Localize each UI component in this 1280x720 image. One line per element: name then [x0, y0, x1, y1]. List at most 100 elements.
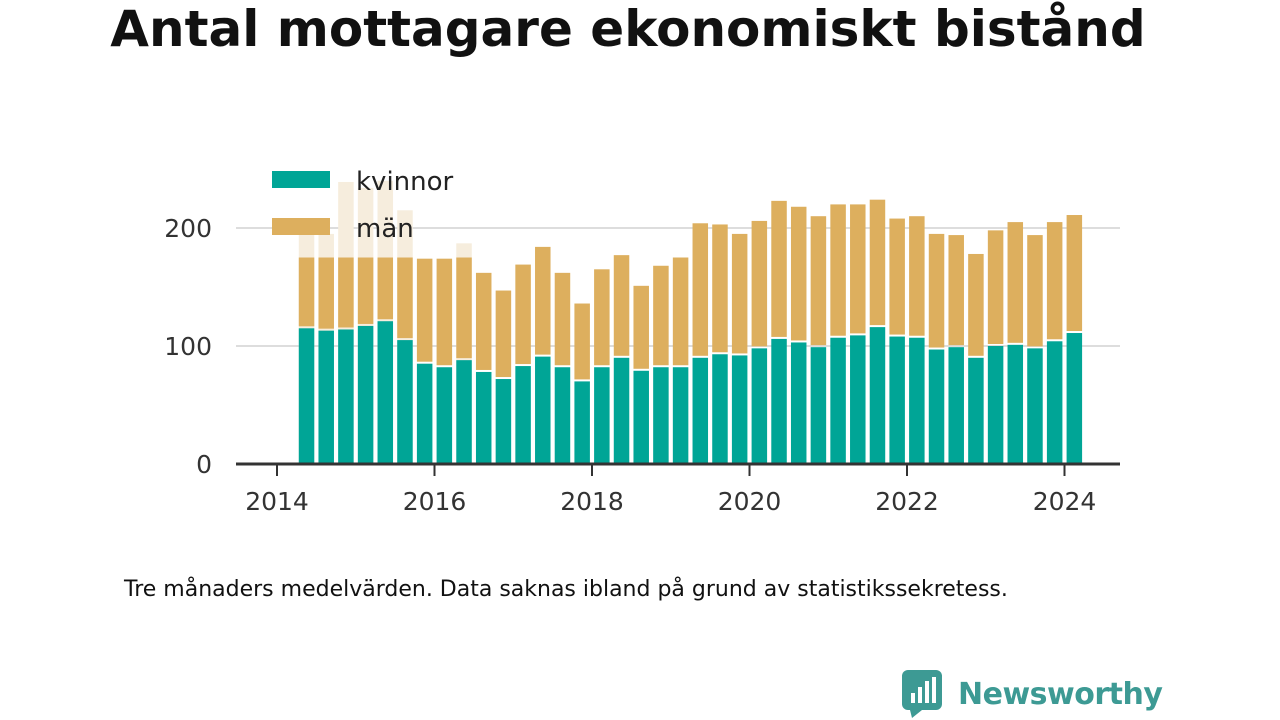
bar-man	[869, 199, 886, 326]
bar-kvinnor	[850, 335, 866, 464]
bar-kvinnor	[298, 328, 315, 464]
bar-kvinnor	[889, 336, 905, 464]
bar-kvinnor	[535, 356, 551, 464]
x-tick-label: 2014	[245, 487, 309, 516]
bar-man	[1027, 235, 1043, 347]
bar-man	[1007, 222, 1024, 343]
bar-man	[653, 265, 669, 366]
bar-man	[889, 218, 905, 335]
bar-man	[909, 216, 925, 336]
y-tick-label: 100	[164, 332, 212, 361]
bar-man	[318, 257, 334, 329]
x-tick-label: 2018	[560, 487, 624, 516]
bar-man	[712, 224, 728, 353]
bar-man	[771, 200, 787, 337]
bar-man	[554, 272, 571, 366]
bar-man	[475, 272, 492, 370]
bar-man	[830, 204, 846, 336]
bar-kvinnor	[456, 360, 472, 464]
bar-kvinnor	[790, 342, 807, 464]
bar-man	[751, 220, 768, 347]
bar-man	[594, 269, 610, 366]
bar-man	[968, 253, 984, 356]
bar-kvinnor	[771, 338, 787, 464]
bar-man	[416, 258, 433, 362]
bar-man	[456, 257, 472, 359]
bar-kvinnor	[574, 381, 590, 464]
bar-kvinnor	[416, 363, 433, 464]
bar-man	[535, 246, 551, 355]
bar-man	[613, 255, 630, 356]
bar-man	[338, 257, 354, 328]
bar-kvinnor	[987, 346, 1004, 464]
bar-man	[377, 257, 394, 320]
bar-kvinnor	[436, 367, 453, 464]
bars	[298, 199, 1083, 464]
bar-kvinnor	[554, 367, 571, 464]
bar-kvinnor	[751, 348, 768, 464]
x-tick-label: 2024	[1033, 487, 1097, 516]
newsworthy-logo-icon	[902, 670, 942, 718]
bar-kvinnor	[672, 367, 689, 464]
bar-kvinnor	[731, 355, 748, 464]
bar-man	[495, 290, 512, 378]
bar-man	[810, 216, 827, 346]
chart-title: Antal mottagare ekonomiskt bistånd	[110, 0, 1146, 58]
bar-kvinnor	[869, 327, 886, 464]
bar-man	[672, 257, 689, 366]
bar-kvinnor	[692, 357, 709, 464]
bar-kvinnor	[928, 349, 945, 464]
bar-kvinnor	[515, 366, 531, 464]
footnote: Tre månaders medelvärden. Data saknas ib…	[124, 577, 1008, 602]
bar-kvinnor	[338, 329, 354, 464]
legend: kvinnor män	[272, 167, 454, 244]
x-tick-label: 2020	[718, 487, 782, 516]
bar-man	[633, 285, 649, 369]
bar-man	[515, 264, 531, 365]
bar-kvinnor	[1066, 333, 1083, 464]
brand: Newsworthy	[902, 668, 1163, 720]
y-tick-label: 200	[164, 214, 212, 243]
bar-kvinnor	[475, 371, 492, 464]
bar-kvinnor	[613, 357, 630, 464]
bar-kvinnor	[909, 337, 925, 464]
bar-kvinnor	[1046, 341, 1063, 464]
brand-name: Newsworthy	[958, 676, 1163, 712]
bar-kvinnor	[1027, 348, 1043, 464]
y-tick-label: 0	[196, 450, 212, 479]
bar-kvinnor	[968, 357, 984, 464]
bar-kvinnor	[948, 347, 964, 464]
bar-man	[850, 204, 866, 334]
bar-kvinnor	[633, 370, 649, 464]
legend-swatch-man	[272, 218, 330, 235]
bar-kvinnor	[830, 337, 846, 464]
bar-man	[928, 233, 945, 348]
bar-kvinnor	[712, 354, 728, 464]
bar-kvinnor	[397, 340, 413, 464]
bar-kvinnor	[810, 347, 827, 464]
legend-label-kvinnor: kvinnor	[356, 167, 454, 197]
bar-kvinnor	[495, 379, 512, 464]
bar-kvinnor	[1007, 344, 1024, 464]
bar-man	[948, 235, 964, 346]
bar-man	[731, 233, 748, 354]
bar-man	[298, 257, 315, 327]
bar-kvinnor	[594, 367, 610, 464]
bar-man	[357, 257, 374, 324]
bar-kvinnor	[377, 321, 394, 464]
legend-label-man: män	[356, 214, 414, 244]
bar-kvinnor	[318, 330, 334, 464]
axes: 0 100 200 2014 2016 2018 2020 2022 2024	[164, 214, 1120, 516]
bar-kvinnor	[653, 367, 669, 464]
bar-man	[1066, 215, 1083, 332]
bar-man	[436, 258, 453, 366]
x-tick-label: 2022	[875, 487, 939, 516]
bar-man	[397, 257, 413, 339]
x-tick-label: 2016	[403, 487, 467, 516]
bar-kvinnor	[357, 325, 374, 464]
bar-man	[1046, 222, 1063, 340]
bar-man	[692, 223, 709, 356]
bar-man	[790, 206, 807, 341]
bar-man	[987, 230, 1004, 344]
